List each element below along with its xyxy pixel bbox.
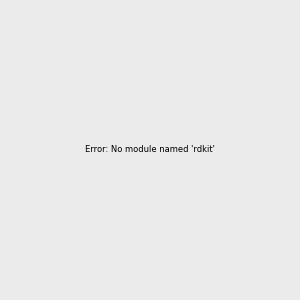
Text: Error: No module named 'rdkit': Error: No module named 'rdkit' [85,146,215,154]
